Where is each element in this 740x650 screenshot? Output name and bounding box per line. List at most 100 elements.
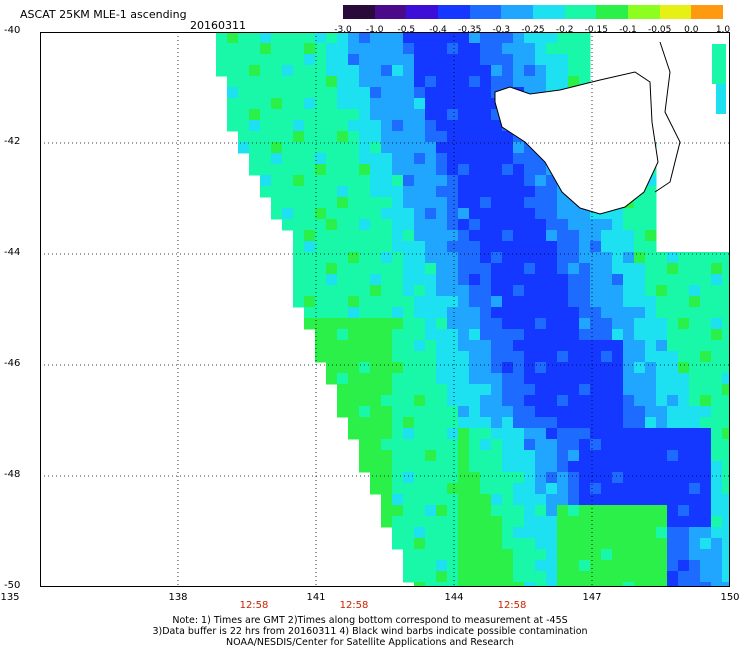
wind-cell xyxy=(326,285,338,297)
wind-cell xyxy=(447,87,459,99)
wind-cell xyxy=(458,43,470,55)
wind-cell xyxy=(711,274,723,286)
wind-cell xyxy=(601,263,613,275)
wind-cell xyxy=(458,428,470,440)
wind-cell xyxy=(645,494,657,506)
wind-cell xyxy=(535,571,547,583)
wind-cell xyxy=(513,406,525,418)
wind-cell xyxy=(568,538,580,550)
wind-cell xyxy=(722,417,730,429)
wind-cell xyxy=(689,373,701,385)
latitude-label: -46 xyxy=(4,358,21,369)
wind-cell xyxy=(359,87,371,99)
wind-cell xyxy=(524,197,536,209)
wind-cell xyxy=(348,87,360,99)
wind-cell xyxy=(491,296,503,308)
wind-cell xyxy=(480,186,492,198)
wind-cell xyxy=(502,527,514,539)
wind-cell xyxy=(535,329,547,341)
wind-cell xyxy=(469,219,481,231)
wind-cell xyxy=(436,76,448,88)
wind-cell xyxy=(579,230,591,242)
wind-cell xyxy=(469,428,481,440)
wind-cell xyxy=(623,428,635,440)
wind-cell xyxy=(447,373,459,385)
wind-cell xyxy=(689,428,701,440)
wind-cell xyxy=(403,263,415,275)
wind-cell xyxy=(678,439,690,451)
wind-cell xyxy=(348,164,360,176)
wind-cell xyxy=(568,43,580,55)
wind-cell xyxy=(667,307,679,319)
wind-cell xyxy=(293,131,305,143)
wind-cell xyxy=(667,439,679,451)
wind-cell xyxy=(579,516,591,528)
wind-cell xyxy=(667,274,679,286)
wind-cell xyxy=(480,307,492,319)
wind-cell xyxy=(590,406,602,418)
wind-cell xyxy=(381,516,393,528)
wind-cell xyxy=(348,351,360,363)
wind-cell xyxy=(568,76,580,88)
wind-cell xyxy=(249,32,261,44)
wind-cell xyxy=(491,582,503,587)
wind-cell xyxy=(634,560,646,572)
wind-cell xyxy=(612,516,624,528)
wind-cell xyxy=(304,164,316,176)
wind-cell xyxy=(711,428,723,440)
wind-cell xyxy=(458,461,470,473)
wind-cell xyxy=(458,285,470,297)
wind-cell xyxy=(370,120,382,132)
wind-cell xyxy=(315,263,327,275)
wind-cell xyxy=(293,175,305,187)
wind-cell xyxy=(403,384,415,396)
wind-cell xyxy=(689,351,701,363)
colorbar-segment xyxy=(691,5,724,19)
wind-cell xyxy=(590,527,602,539)
wind-cell xyxy=(546,43,558,55)
map-plot xyxy=(40,32,730,587)
wind-cell xyxy=(601,296,613,308)
wind-cell xyxy=(656,318,668,330)
wind-cell xyxy=(414,263,426,275)
wind-cell xyxy=(359,395,371,407)
wind-cell xyxy=(535,153,547,165)
wind-cell xyxy=(612,571,624,583)
wind-cell xyxy=(337,263,349,275)
wind-cell xyxy=(601,285,613,297)
wind-cell xyxy=(271,164,283,176)
wind-cell xyxy=(601,428,613,440)
wind-cell xyxy=(491,76,503,88)
wind-cell xyxy=(282,109,294,121)
wind-cell xyxy=(337,208,349,220)
wind-cell xyxy=(535,527,547,539)
wind-cell xyxy=(502,197,514,209)
wind-cell xyxy=(370,263,382,275)
wind-cell xyxy=(513,164,525,176)
wind-cell xyxy=(392,98,404,110)
wind-cell xyxy=(711,549,723,561)
wind-cell xyxy=(348,395,360,407)
wind-cell xyxy=(546,32,558,44)
wind-cell xyxy=(381,318,393,330)
wind-cell xyxy=(480,428,492,440)
wind-cell xyxy=(469,274,481,286)
wind-cell xyxy=(634,571,646,583)
wind-cell xyxy=(425,241,437,253)
wind-cell xyxy=(623,318,635,330)
wind-cell xyxy=(414,318,426,330)
wind-cell xyxy=(513,65,525,77)
wind-cell xyxy=(656,494,668,506)
wind-cell xyxy=(502,230,514,242)
wind-cell xyxy=(645,329,657,341)
wind-cell xyxy=(315,142,327,154)
wind-cell xyxy=(293,87,305,99)
wind-cell xyxy=(337,318,349,330)
wind-cell xyxy=(568,384,580,396)
wind-cell xyxy=(315,43,327,55)
wind-cell xyxy=(524,582,536,587)
wind-cell xyxy=(491,483,503,495)
wind-cell xyxy=(546,274,558,286)
wind-cell xyxy=(381,340,393,352)
wind-cell xyxy=(557,450,569,462)
